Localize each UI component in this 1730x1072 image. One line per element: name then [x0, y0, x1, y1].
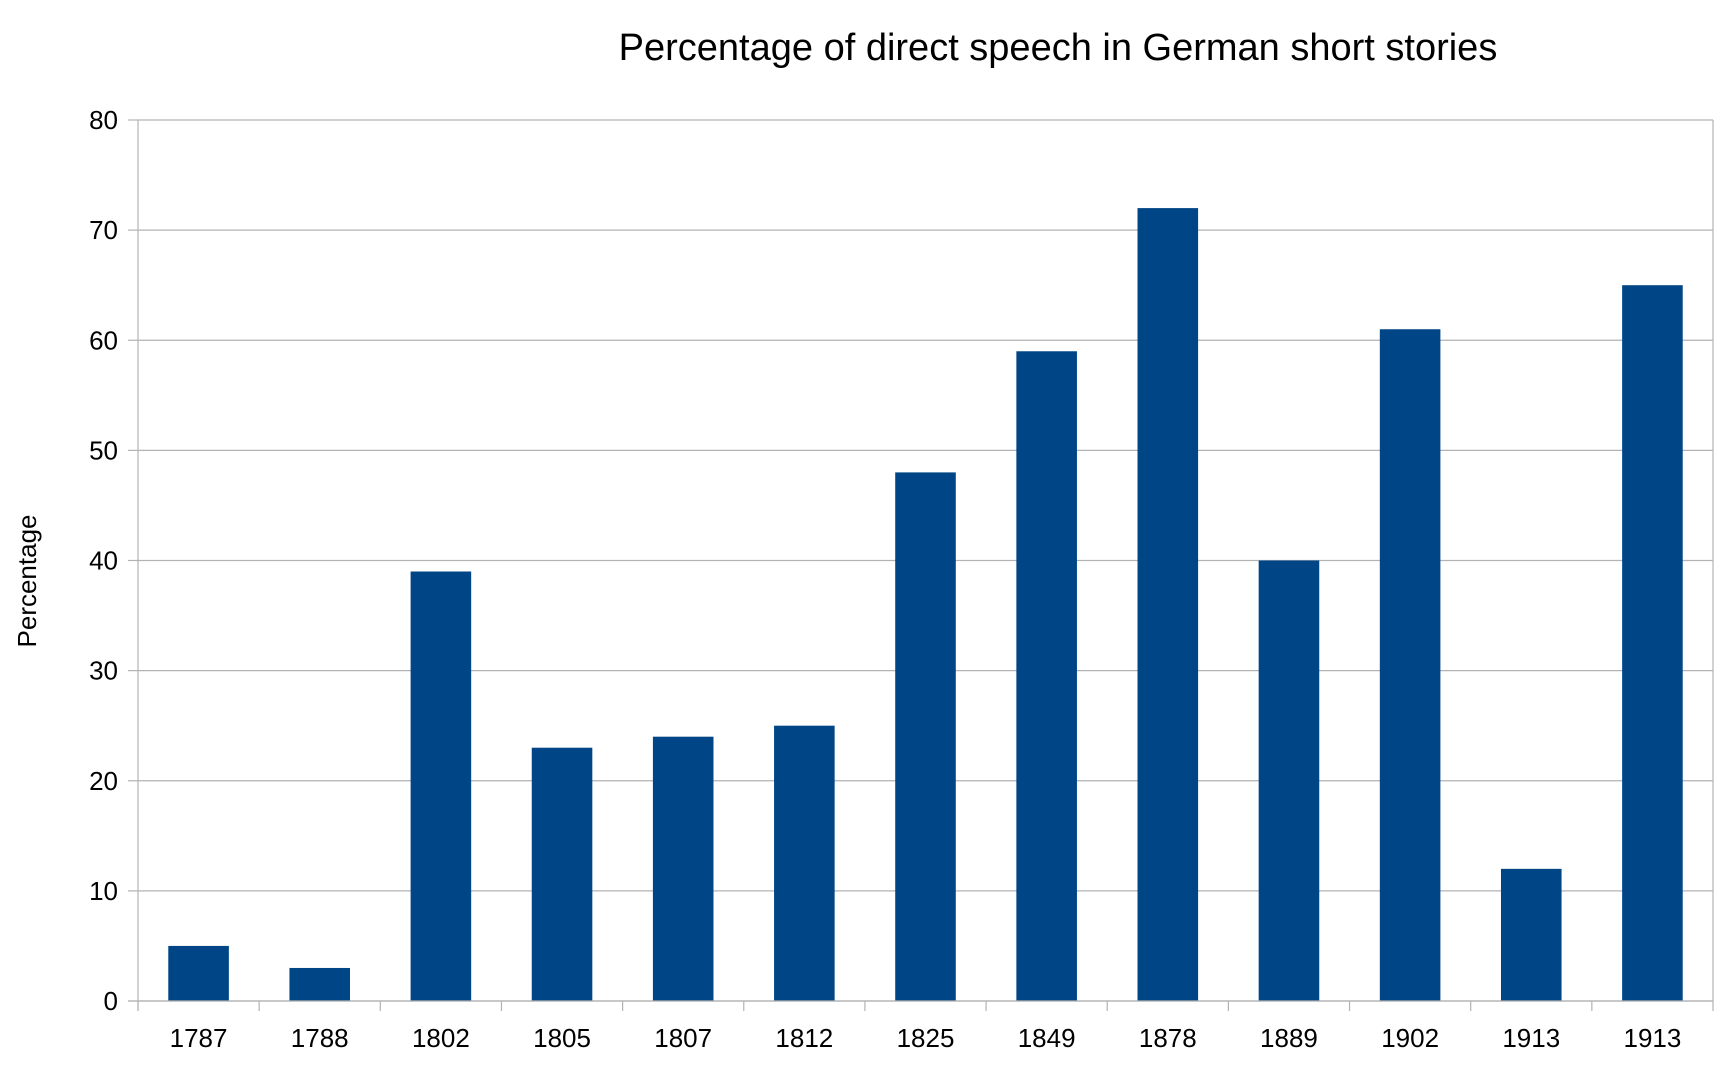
- bar: [1016, 351, 1077, 1001]
- x-tick-label: 1913: [1502, 1023, 1560, 1053]
- x-tick-label: 1902: [1381, 1023, 1439, 1053]
- bars: [168, 208, 1683, 1002]
- y-tick-label: 80: [89, 105, 118, 135]
- bar: [1500, 868, 1562, 1001]
- bar: [895, 472, 956, 1001]
- bar: [1258, 560, 1320, 1001]
- bar: [652, 736, 714, 1001]
- bar: [410, 571, 472, 1001]
- axes: [128, 119, 1714, 1011]
- x-tick-label: 1807: [654, 1023, 712, 1053]
- x-tick-label: 1878: [1139, 1023, 1197, 1053]
- x-tick-label: 1913: [1624, 1023, 1682, 1053]
- y-tick-label: 40: [89, 546, 118, 576]
- x-tick-label: 1787: [170, 1023, 228, 1053]
- x-tick-label: 1825: [897, 1023, 955, 1053]
- y-tick-label: 60: [89, 325, 118, 355]
- x-tick-label: 1889: [1260, 1023, 1318, 1053]
- x-tick-label: 1802: [412, 1023, 470, 1053]
- bar: [1137, 208, 1199, 1002]
- bar: [168, 945, 229, 1001]
- y-tick-label: 70: [89, 215, 118, 245]
- bar: [531, 747, 593, 1001]
- x-tick-label: 1849: [1018, 1023, 1076, 1053]
- x-tick-labels: 1787 1788 1802 1805 1807 1812 1825 1849 1878 1889…: [170, 1023, 1682, 1053]
- bar: [774, 725, 835, 1001]
- y-tick-labels: 0 10 20 30 40 50 60 70 80: [89, 105, 118, 1016]
- x-tick-label: 1805: [533, 1023, 591, 1053]
- y-tick-label: 20: [89, 766, 118, 796]
- y-tick-label: 10: [89, 876, 118, 906]
- y-tick-label: 30: [89, 656, 118, 686]
- bar: [1379, 329, 1441, 1001]
- y-tick-label: 50: [89, 435, 118, 465]
- x-tick-label: 1812: [775, 1023, 833, 1053]
- y-axis-title: Percentage: [12, 515, 42, 648]
- bar: [289, 967, 351, 1001]
- x-tick-label: 1788: [291, 1023, 349, 1053]
- y-tick-label: 0: [104, 986, 118, 1016]
- bar: [1622, 285, 1683, 1001]
- chart-title: Percentage of direct speech in German sh…: [619, 27, 1498, 69]
